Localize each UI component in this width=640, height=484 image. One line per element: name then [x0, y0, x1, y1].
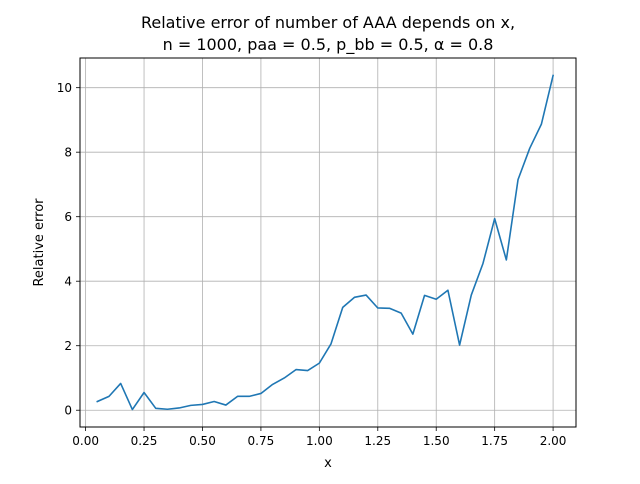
y-tick-label: 4 [64, 275, 72, 289]
y-axis-ticks: 0 2 4 6 8 10 [57, 81, 80, 418]
x-tick-label: 0.75 [248, 434, 275, 448]
x-tick-label: 1.50 [423, 434, 450, 448]
series-layer [96, 74, 555, 411]
chart-title-line-2: n = 1000, paa = 0.5, p_bb = 0.5, α = 0.8 [163, 35, 494, 55]
x-tick-label: 1.75 [481, 434, 508, 448]
x-tick-label: 1.00 [306, 434, 333, 448]
x-axis-label: x [324, 456, 332, 471]
x-tick-label: 0.25 [131, 434, 158, 448]
x-tick-label: 1.25 [364, 434, 391, 448]
y-tick-label: 0 [64, 404, 72, 418]
y-tick-label: 10 [57, 81, 72, 95]
y-tick-label: 8 [64, 146, 72, 160]
plot-frame [79, 57, 577, 428]
x-tick-label: 2.00 [540, 434, 567, 448]
x-axis-ticks: 0.00 0.25 0.50 0.75 1.00 1.25 1.50 1.75 2.00 [72, 427, 566, 448]
grid [80, 58, 576, 427]
series-line [96, 74, 555, 411]
chart-title-line-1: Relative error of number of AAA depends … [141, 13, 515, 32]
y-axis-label: Relative error [32, 198, 47, 287]
x-tick-label: 0.00 [72, 434, 99, 448]
y-tick-label: 6 [64, 210, 72, 224]
y-tick-label: 2 [64, 339, 72, 353]
x-tick-label: 0.50 [189, 434, 216, 448]
